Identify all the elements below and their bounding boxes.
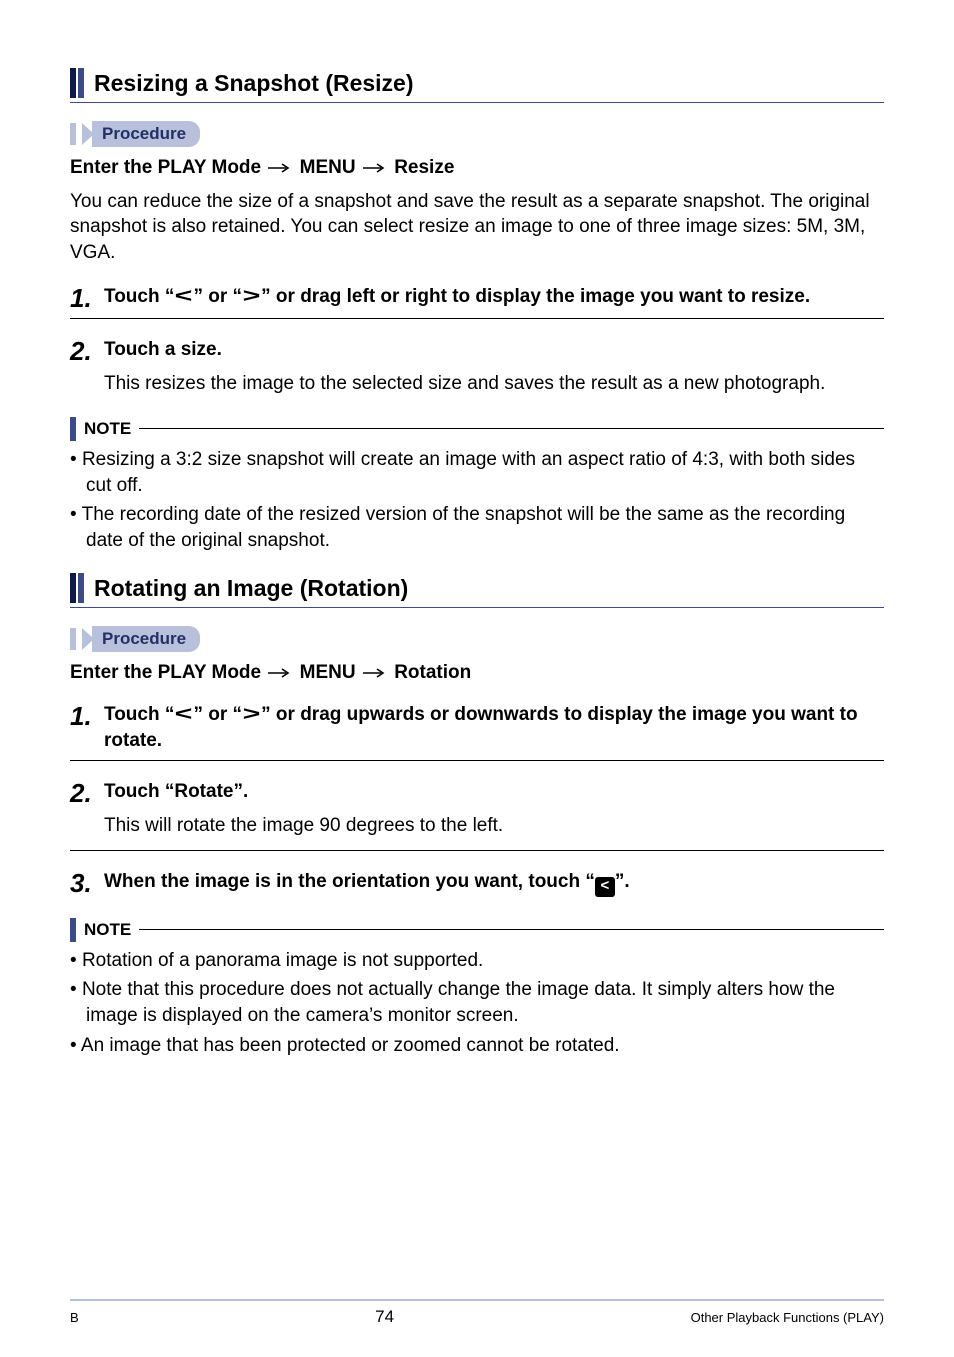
note-heading: NOTE bbox=[70, 417, 884, 441]
note-item: Rotation of a panorama image is not supp… bbox=[70, 948, 884, 974]
right-arrow-icon bbox=[266, 667, 294, 679]
step-number: 2. bbox=[70, 779, 104, 807]
step-1: 1. Touch “<” or “>” or drag upwards or d… bbox=[70, 702, 884, 753]
footer-left: B bbox=[70, 1310, 79, 1325]
accent-bar-light bbox=[78, 68, 84, 98]
proc-accent-bar bbox=[70, 123, 76, 145]
step-text: Touch “Rotate”. bbox=[104, 779, 884, 805]
less-than-icon: < bbox=[175, 702, 193, 728]
greater-than-icon: > bbox=[243, 702, 261, 728]
cmd-segment: Resize bbox=[394, 157, 454, 178]
t: ” or “ bbox=[193, 286, 242, 307]
note-label: NOTE bbox=[84, 417, 131, 441]
divider bbox=[70, 850, 884, 851]
step-text: Touch “<” or “>” or drag left or right t… bbox=[104, 284, 884, 310]
page-footer: B 74 Other Playback Functions (PLAY) bbox=[70, 1299, 884, 1327]
step-body: This resizes the image to the selected s… bbox=[104, 371, 884, 397]
accent-bar-dark bbox=[70, 68, 76, 98]
step-number: 1. bbox=[70, 702, 104, 730]
right-arrow-icon bbox=[266, 162, 294, 174]
greater-than-icon: > bbox=[243, 284, 261, 310]
section-title: Resizing a Snapshot (Resize) bbox=[94, 68, 414, 98]
note-item: Resizing a 3:2 size snapshot will create… bbox=[70, 447, 884, 498]
t: Touch “ bbox=[104, 704, 174, 725]
divider bbox=[70, 760, 884, 761]
page-number: 74 bbox=[375, 1307, 394, 1327]
footer-row: B 74 Other Playback Functions (PLAY) bbox=[70, 1307, 884, 1327]
right-arrow-icon bbox=[361, 667, 389, 679]
note-item: Note that this procedure does not actual… bbox=[70, 977, 884, 1028]
command-path-rotation: Enter the PLAY Mode MENU Rotation bbox=[70, 662, 884, 684]
procedure-pill: Procedure bbox=[92, 121, 200, 147]
cmd-segment: Enter the PLAY Mode bbox=[70, 157, 261, 178]
accent-bar-light bbox=[78, 573, 84, 603]
t: ” or drag left or right to display the i… bbox=[261, 286, 810, 307]
step-3: 3. When the image is in the orientation … bbox=[70, 869, 884, 897]
t: ” or “ bbox=[193, 704, 242, 725]
note-heading: NOTE bbox=[70, 918, 884, 942]
cmd-segment: MENU bbox=[300, 157, 356, 178]
note-item: An image that has been protected or zoom… bbox=[70, 1033, 884, 1059]
step-text: Touch “<” or “>” or drag upwards or down… bbox=[104, 702, 884, 753]
step-text: Touch a size. bbox=[104, 337, 884, 363]
accent-bar-dark bbox=[70, 573, 76, 603]
step-2: 2. Touch “Rotate”. bbox=[70, 779, 884, 807]
step-number: 3. bbox=[70, 869, 104, 897]
divider bbox=[70, 318, 884, 319]
step-number: 2. bbox=[70, 337, 104, 365]
back-badge-icon: < bbox=[595, 877, 615, 897]
cmd-segment: MENU bbox=[300, 662, 356, 683]
cmd-segment: Rotation bbox=[394, 662, 471, 683]
less-than-icon: < bbox=[175, 284, 193, 310]
procedure-pill: Procedure bbox=[92, 626, 200, 652]
t: Touch “ bbox=[104, 286, 174, 307]
note-accent-bar bbox=[70, 918, 76, 942]
procedure-label-row: Procedure bbox=[70, 121, 884, 147]
note-label: NOTE bbox=[84, 918, 131, 942]
note-list: Resizing a 3:2 size snapshot will create… bbox=[70, 447, 884, 554]
proc-accent-bar bbox=[70, 628, 76, 650]
note-accent-bar bbox=[70, 417, 76, 441]
procedure-label-row: Procedure bbox=[70, 626, 884, 652]
note-rule bbox=[139, 428, 884, 429]
section-header-resize: Resizing a Snapshot (Resize) bbox=[70, 68, 884, 103]
step-body: This will rotate the image 90 degrees to… bbox=[104, 813, 884, 839]
intro-paragraph: You can reduce the size of a snapshot an… bbox=[70, 189, 884, 266]
step-text: When the image is in the orientation you… bbox=[104, 869, 884, 896]
footer-rule bbox=[70, 1299, 884, 1301]
step-number: 1. bbox=[70, 284, 104, 312]
t: ”. bbox=[615, 871, 630, 892]
step-2: 2. Touch a size. bbox=[70, 337, 884, 365]
section-title: Rotating an Image (Rotation) bbox=[94, 573, 408, 603]
section-header-rotation: Rotating an Image (Rotation) bbox=[70, 573, 884, 608]
t: When the image is in the orientation you… bbox=[104, 871, 595, 892]
note-list: Rotation of a panorama image is not supp… bbox=[70, 948, 884, 1059]
cmd-segment: Enter the PLAY Mode bbox=[70, 662, 261, 683]
step-1: 1. Touch “<” or “>” or drag left or righ… bbox=[70, 284, 884, 312]
badge-glyph: < bbox=[600, 876, 609, 896]
footer-right: Other Playback Functions (PLAY) bbox=[691, 1310, 884, 1325]
note-rule bbox=[139, 929, 884, 930]
command-path-resize: Enter the PLAY Mode MENU Resize bbox=[70, 157, 884, 179]
right-arrow-icon bbox=[361, 162, 389, 174]
note-item: The recording date of the resized versio… bbox=[70, 502, 884, 553]
